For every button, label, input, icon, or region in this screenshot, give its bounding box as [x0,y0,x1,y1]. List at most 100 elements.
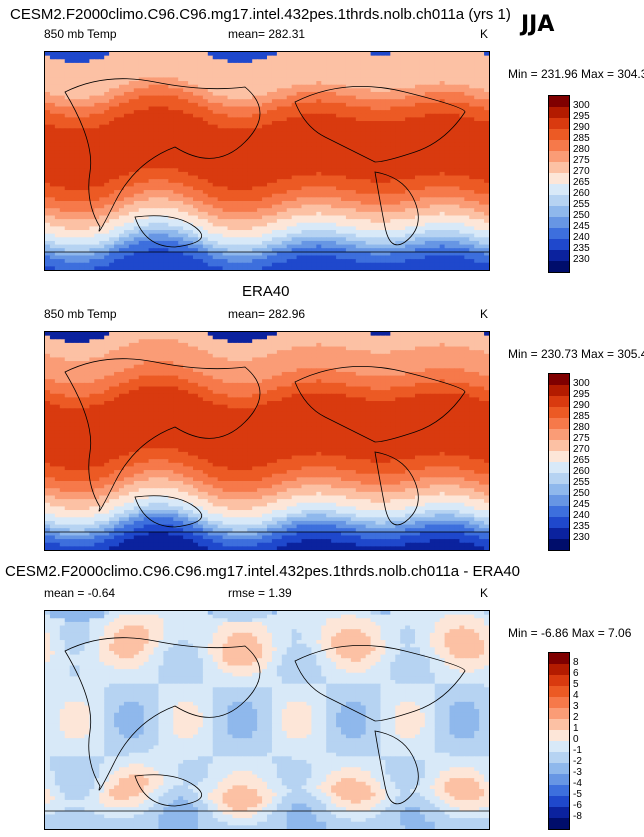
field-cell [469,237,475,242]
field-cell [232,161,238,166]
field-cell [439,219,446,224]
field-cell [148,171,155,177]
field-cell [49,70,56,75]
field-cell [341,52,347,57]
field-cell [138,121,145,126]
field-cell [94,251,100,257]
field-cell [69,230,76,235]
field-cell [207,62,214,68]
field-cell [276,99,283,104]
field-cell [464,150,470,155]
field-cell [217,171,224,177]
field-cell [286,146,293,151]
field-cell [143,52,150,57]
field-cell [296,131,303,137]
field-cell [79,81,86,86]
field-cell [419,204,426,209]
field-cell [341,59,347,64]
field-cell [454,215,460,220]
field-cell [148,106,155,111]
field-cell [74,168,81,173]
field-cell [484,84,489,89]
field-cell [380,244,386,249]
field-cell [252,222,258,227]
field-cell [311,193,317,198]
field-cell [271,81,278,86]
field-cell [183,131,189,137]
field-cell [464,244,470,249]
field-cell [163,190,169,195]
field-cell [449,240,456,246]
field-cell [173,106,179,111]
field-cell [385,222,391,227]
field-cell [133,179,140,184]
field-cell [449,110,456,115]
field-cell [281,164,288,169]
field-cell [276,157,283,162]
field-cell [424,157,431,162]
field-cell [301,233,308,238]
field-cell [415,193,421,198]
field-cell [454,219,460,224]
field-cell [143,182,150,188]
field-cell [153,99,160,104]
field-cell [390,182,396,188]
field-cell [217,128,224,133]
field-cell [232,84,238,89]
field-cell [370,164,377,169]
field-cell [247,102,253,108]
field-cell [163,95,169,100]
field-cell [375,164,382,169]
field-cell [143,66,150,71]
field-cell [212,233,219,238]
field-cell [454,88,460,93]
field-cell [424,182,431,188]
field-cell [69,142,76,148]
field-cell [262,142,268,148]
field-cell [267,168,273,173]
field-cell [311,110,317,115]
field-cell [222,55,229,60]
field-cell [262,70,268,75]
field-cell [114,88,120,93]
field-cell [247,182,253,188]
field-cell [405,153,411,158]
field-cell [464,95,470,100]
field-cell [306,66,312,71]
field-cell [242,208,248,213]
field-cell [193,110,199,115]
field-cell [202,150,209,155]
field-cell [395,142,401,148]
field-cell [469,131,475,137]
field-cell [306,59,312,64]
field-cell [237,124,243,129]
field-cell [197,193,204,198]
field-cell [247,135,253,140]
field-cell [439,88,446,93]
field-cell [232,139,238,144]
field-cell [163,168,169,173]
field-cell [410,175,416,180]
field-cell [109,200,115,206]
field-cell [444,99,451,104]
field-cell [301,208,308,213]
field-cell [331,150,337,155]
field-cell [375,91,382,97]
field-cell [385,240,391,246]
field-cell [326,230,332,235]
field-cell [262,117,268,122]
field-cell [390,164,396,169]
panel-1-field [45,52,489,270]
field-cell [267,193,273,198]
field-cell [434,128,441,133]
field-cell [469,219,475,224]
field-cell [459,117,465,122]
field-cell [247,226,253,231]
field-cell [262,200,268,206]
field-cell [133,248,140,253]
field-cell [331,102,337,108]
field-cell [479,240,485,246]
field-cell [104,208,110,213]
field-cell [355,88,362,93]
field-cell [291,211,298,217]
